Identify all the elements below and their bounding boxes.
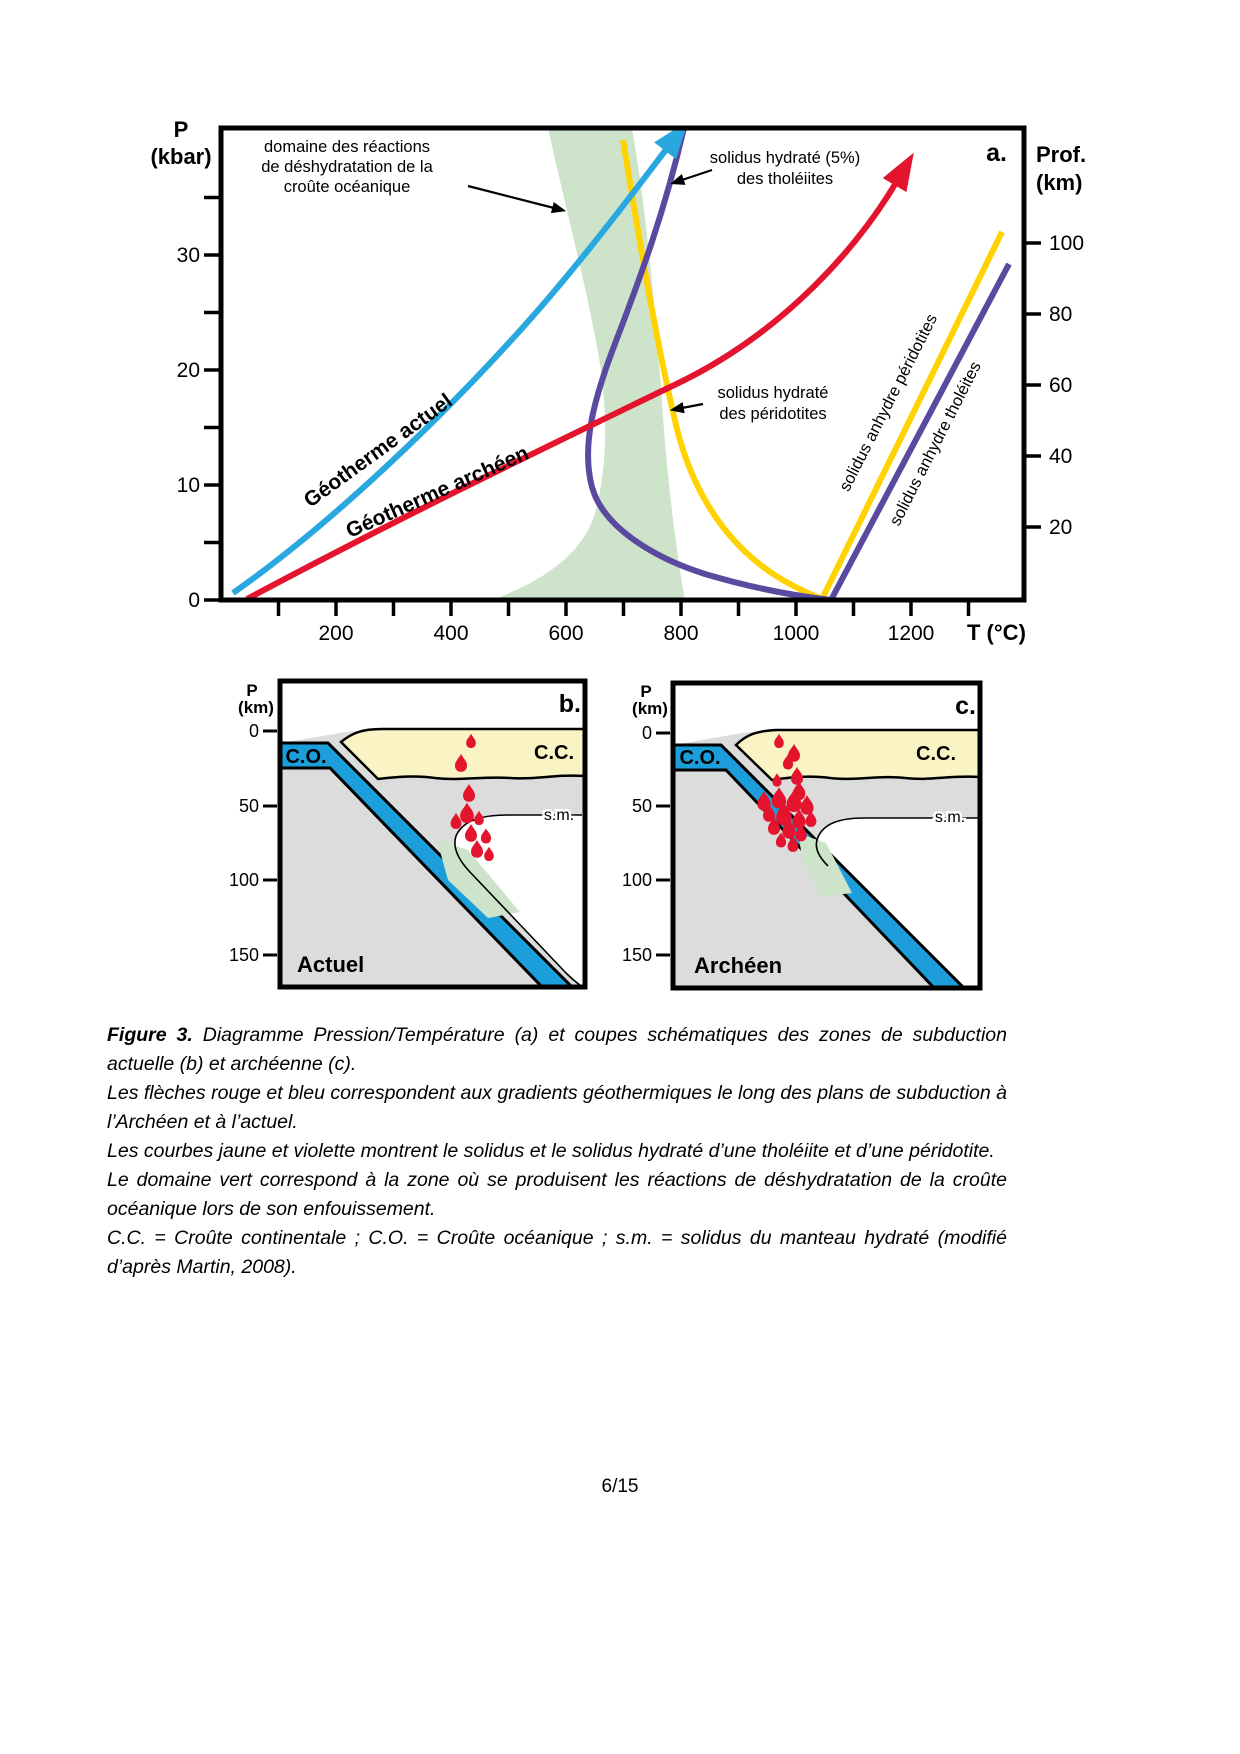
y-tick-30: 30 <box>177 244 200 267</box>
continental-crust-label-b: C.C. <box>534 742 574 764</box>
dehydration-domain-label: domaine des réactions <box>264 138 430 156</box>
x-axis-ticks <box>276 602 971 616</box>
panel-b-axis-title: P <box>246 681 257 700</box>
y-axis-right-title-units: (km) <box>1036 170 1082 195</box>
panel-b-ticks <box>263 729 277 957</box>
y-axis-left-title: P <box>174 117 189 142</box>
solidus-hydrate-peridotites-label: des péridotites <box>719 405 826 423</box>
continental-crust-label-c: C.C. <box>916 743 956 765</box>
figure-3-graphic: P (kbar) 0 10 20 30 Prof. (km) 20 40 60 … <box>150 117 1086 991</box>
panel-c-axis-title-units: (km) <box>632 699 668 718</box>
geotherme-archeen-curve <box>245 152 914 598</box>
y2-tick-20: 20 <box>1049 516 1072 539</box>
oceanic-crust-label-c: C.O. <box>679 747 720 769</box>
panel-c-axis-title: P <box>640 682 651 701</box>
dehydration-domain-arrow <box>467 184 567 214</box>
panel-b-tick-50: 50 <box>239 796 259 816</box>
y-tick-0: 0 <box>188 589 200 612</box>
x-tick-1200: 1200 <box>888 622 935 645</box>
panel-b-axis-title-units: (km) <box>238 698 274 717</box>
panel-c-tick-50: 50 <box>632 796 652 816</box>
solidus-hydrate-tholeiites-label: solidus hydraté (5%) <box>710 149 860 167</box>
caption-paragraph-1: Figure 3. Diagramme Pression/Température… <box>107 1021 1007 1079</box>
caption-paragraph-4: Le domaine vert correspond à la zone où … <box>107 1169 1007 1220</box>
y2-tick-40: 40 <box>1049 445 1072 468</box>
panel-c-tick-150: 150 <box>622 945 652 965</box>
geotherme-actuel-curve <box>231 130 689 596</box>
mantle-solidus-label-b: s.m. <box>544 807 574 824</box>
y2-tick-60: 60 <box>1049 374 1072 397</box>
panel-c-tick-100: 100 <box>622 870 652 890</box>
panel-b-title: Actuel <box>297 952 364 977</box>
panel-c-tick-0: 0 <box>642 723 652 743</box>
panel-c-ticks <box>656 731 670 957</box>
caption-paragraph-5: C.C. = Croûte continentale ; C.O. = Croû… <box>107 1227 1007 1278</box>
solidus-hydrate-peridotites-label: solidus hydraté <box>718 384 829 402</box>
oceanic-crust-label-b: C.O. <box>285 746 326 768</box>
dehydration-patch-b <box>437 840 520 918</box>
panel-c-letter: c. <box>955 692 976 720</box>
pt-diagram-panel-a: P (kbar) 0 10 20 30 Prof. (km) 20 40 60 … <box>150 117 1086 645</box>
panel-a-letter: a. <box>986 139 1007 167</box>
dehydration-domain-label: de déshydratation de la <box>261 158 433 176</box>
mantle-solidus-label-c: s.m. <box>935 809 965 826</box>
panel-b-frame <box>277 678 588 990</box>
x-tick-600: 600 <box>548 622 583 645</box>
y-axis-left-title-units: (kbar) <box>150 144 211 169</box>
mantle-solidus-line-c <box>815 817 978 867</box>
x-tick-200: 200 <box>318 622 353 645</box>
solidus-hydrate-tholeiites-arrow <box>670 168 713 185</box>
panel-b-letter: b. <box>559 690 581 718</box>
oceanic-slab-b <box>282 741 572 985</box>
subduction-panel-c-archeen: C.O. C.C. s.m. c. Archéen P (km) 0 50 10… <box>622 680 983 991</box>
continental-crust-b <box>339 727 583 781</box>
page-number: 6/15 <box>601 1476 639 1497</box>
caption-paragraph-2: Les flèches rouge et bleu correspondent … <box>107 1082 1007 1133</box>
y-axis-right-title: Prof. <box>1036 142 1086 167</box>
solidus-hydrate-tholeiites-label: des tholéiites <box>737 170 833 188</box>
x-tick-1000: 1000 <box>773 622 820 645</box>
y-tick-10: 10 <box>177 474 200 497</box>
dehydration-domain-label: croûte océanique <box>284 178 411 196</box>
panel-b-tick-0: 0 <box>249 721 259 741</box>
y-tick-20: 20 <box>177 359 200 382</box>
y-axis-right-ticks <box>1026 241 1041 529</box>
x-tick-400: 400 <box>433 622 468 645</box>
figure-caption: Figure 3. Diagramme Pression/Température… <box>107 1021 1007 1282</box>
x-tick-800: 800 <box>663 622 698 645</box>
panel-c-frame <box>670 680 983 991</box>
mantle-wedge-white-c <box>816 818 978 986</box>
y-axis-left-ticks <box>204 195 219 602</box>
y2-tick-80: 80 <box>1049 303 1072 326</box>
continental-crust-c <box>734 728 978 782</box>
panel-b-tick-150: 150 <box>229 945 259 965</box>
solidus-hydrate-tholeiites-curve <box>585 130 1012 598</box>
solidus-hydrate-peridotites-arrow <box>669 402 704 414</box>
subduction-panel-b-actuel: C.O. C.C. s.m. b. Actuel P (km) 0 50 100… <box>229 678 588 990</box>
y2-tick-100: 100 <box>1049 232 1084 255</box>
figure-label: Figure 3. <box>107 1024 193 1046</box>
solidus-hydrate-peridotites-curve <box>620 139 1005 598</box>
panel-c-title: Archéen <box>694 953 782 978</box>
x-axis-title: T (°C) <box>967 620 1026 645</box>
caption-text-1: Diagramme Pression/Température (a) et co… <box>107 1024 1007 1075</box>
panel-a-frame <box>218 125 1027 603</box>
caption-paragraph-3: Les courbes jaune et violette montrent l… <box>107 1140 995 1162</box>
panel-b-tick-100: 100 <box>229 870 259 890</box>
dehydration-patch-c <box>798 833 852 897</box>
